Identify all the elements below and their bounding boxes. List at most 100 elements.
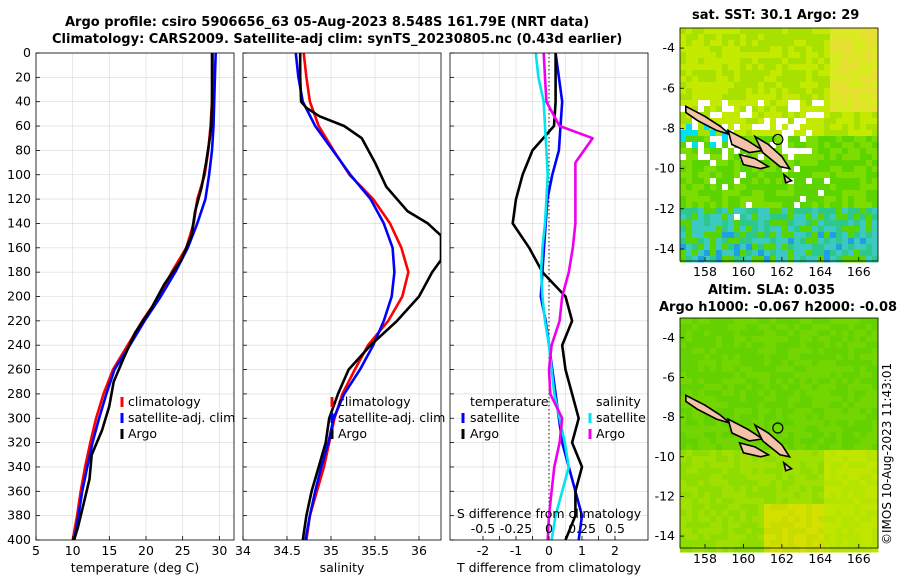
sla-cell (764, 318, 771, 325)
sst-cell (830, 154, 837, 161)
sla-cell (794, 462, 801, 469)
sst-cell (722, 232, 729, 239)
sst-cell (716, 88, 723, 95)
sst-cell (812, 214, 819, 221)
sla-cell (818, 360, 825, 367)
sst-cell (692, 118, 699, 125)
sst-cell (764, 40, 771, 47)
sla-cell (680, 378, 687, 385)
sst-cell (740, 190, 747, 197)
sla-cell (836, 450, 843, 457)
sla-cell (812, 348, 819, 355)
sla-cell (800, 390, 807, 397)
sla-cell (794, 432, 801, 439)
sla-cell (680, 480, 687, 487)
sst-cell (788, 112, 795, 119)
sla-cell (830, 504, 837, 511)
sla-cell (860, 408, 867, 415)
sst-cell (866, 76, 873, 83)
sst-cell (692, 82, 699, 89)
sla-cell (740, 516, 747, 523)
sla-cell (692, 330, 699, 337)
sla-cell (842, 354, 849, 361)
sst-cell (716, 160, 723, 167)
sst-cell (782, 76, 789, 83)
sla-cell (692, 414, 699, 421)
sst-cell (836, 238, 843, 245)
sst-cell (716, 166, 723, 173)
sst-cell (806, 34, 813, 41)
sla-cell (872, 462, 879, 469)
sst-cell (836, 154, 843, 161)
sst-cell (746, 88, 753, 95)
sla-cell (722, 546, 729, 553)
sla-cell (770, 354, 777, 361)
sla-cell (692, 354, 699, 361)
sla-cell (866, 330, 873, 337)
sla-cell (782, 504, 789, 511)
diff-xtick-label: 1 (578, 543, 586, 558)
sst-cell (788, 76, 795, 83)
sst-cell (812, 52, 819, 59)
sst-cell (686, 238, 693, 245)
sst-cell (740, 88, 747, 95)
sst-cell (764, 82, 771, 89)
sla-cell (722, 372, 729, 379)
sst-cell (854, 214, 861, 221)
sst-cell (770, 160, 777, 167)
sla-cell (836, 414, 843, 421)
sst-cell (860, 214, 867, 221)
sst-cell (806, 190, 813, 197)
sla-cell (776, 438, 783, 445)
sla-cell (686, 462, 693, 469)
sst-map (680, 28, 879, 263)
sla-cell (854, 456, 861, 463)
sla-cell (866, 534, 873, 541)
sla-cell (824, 510, 831, 517)
sst-cell (746, 190, 753, 197)
sst-cell (704, 106, 711, 113)
sst-cell (710, 208, 717, 215)
sla-cell (758, 390, 765, 397)
sla-cell (710, 372, 717, 379)
sla-cell (818, 492, 825, 499)
temp-xtick-label: 5 (32, 543, 40, 558)
sla-cell (842, 390, 849, 397)
sst-cell (752, 184, 759, 191)
sla-cell (698, 366, 705, 373)
sla-cell (860, 372, 867, 379)
sst-cell (872, 40, 879, 47)
sla-cell (812, 402, 819, 409)
sst-cell (830, 88, 837, 95)
sla-cell (704, 480, 711, 487)
sla-cell (800, 330, 807, 337)
sst-cell (800, 178, 807, 185)
sst-cell (710, 46, 717, 53)
sst-cell (692, 190, 699, 197)
sla-cell (776, 396, 783, 403)
sst-cell (728, 160, 735, 167)
sla-cell (788, 396, 795, 403)
sla-cell (818, 468, 825, 475)
sla-cell (800, 354, 807, 361)
sla-cell (776, 510, 783, 517)
sla-cell (818, 438, 825, 445)
sla-cell (758, 354, 765, 361)
sst-cell (710, 154, 717, 161)
sla-cell (788, 522, 795, 529)
sst-cell (860, 178, 867, 185)
sst-cell (794, 232, 801, 239)
sla-cell (686, 402, 693, 409)
sst-cell (794, 112, 801, 119)
sla-cell (848, 420, 855, 427)
sst-cell (836, 136, 843, 143)
sst-cell (800, 40, 807, 47)
sst-xtick-label: 162 (770, 264, 794, 279)
sst-cell (872, 52, 879, 59)
sla-cell (788, 420, 795, 427)
sla-cell (770, 450, 777, 457)
sst-cell (830, 256, 837, 263)
sst-cell (722, 172, 729, 179)
sla-cell (692, 336, 699, 343)
sst-cell (854, 106, 861, 113)
